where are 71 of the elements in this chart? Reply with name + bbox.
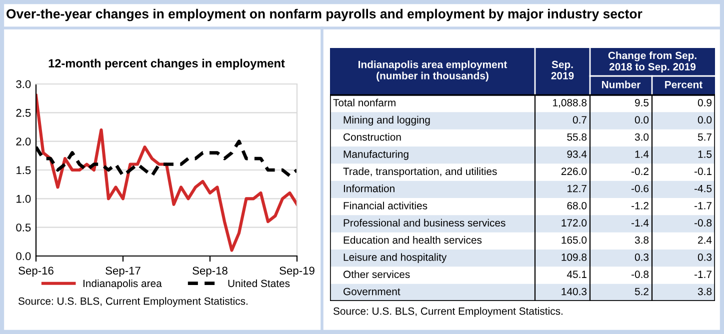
data-label: -1.7 bbox=[694, 270, 712, 278]
data-label: -1.7 bbox=[694, 202, 712, 210]
data-label: -0.8 bbox=[632, 270, 649, 278]
data-label: 3.8 bbox=[698, 288, 712, 296]
chart-subtitle: 12-month percent changes in employment bbox=[48, 58, 285, 70]
x-tick-label: Sep-18 bbox=[192, 266, 228, 277]
text: Change from Sep. 2018 to Sep. 2019 bbox=[608, 52, 696, 72]
legend-label: Indianapolis area bbox=[84, 279, 162, 290]
data-label: -4.5 bbox=[694, 184, 712, 192]
x-tick-label: Sep-17 bbox=[106, 266, 140, 277]
text: Indianapolis area employment (number in thousands) bbox=[358, 60, 508, 82]
category-label: Professional and business services bbox=[344, 218, 506, 227]
data-label: 0.9 bbox=[698, 99, 712, 106]
data-label: 0.3 bbox=[634, 254, 649, 261]
category-label: Other services bbox=[343, 270, 410, 278]
data-label: 0.0 bbox=[698, 116, 712, 124]
data-label: 0.3 bbox=[698, 254, 712, 261]
data-label: 1.5 bbox=[698, 150, 712, 158]
category-label: Manufacturing bbox=[344, 150, 408, 160]
category-label: Financial activities bbox=[344, 202, 428, 210]
data-label: 1.4 bbox=[635, 150, 649, 158]
data-label: 55.8 bbox=[567, 133, 587, 141]
y-tick-label: 2.0 bbox=[16, 138, 31, 146]
category-label: Information bbox=[344, 184, 394, 192]
text: Sep. 2019 bbox=[551, 60, 574, 80]
category-label: Education and health services bbox=[344, 236, 482, 244]
category-label: Leisure and hospitality bbox=[344, 253, 447, 263]
y-tick-label: 2.5 bbox=[16, 108, 31, 117]
category-label: Total nonfarm bbox=[333, 98, 396, 106]
y-tick-label: 0.5 bbox=[16, 224, 31, 232]
line-series bbox=[36, 94, 297, 252]
data-label: -0.1 bbox=[694, 168, 712, 176]
y-tick-label: 1.5 bbox=[16, 166, 31, 174]
data-label: -0.6 bbox=[632, 184, 649, 192]
data-label: 68.0 bbox=[567, 202, 587, 210]
y-tick-label: 1.0 bbox=[16, 194, 31, 203]
text: Percent bbox=[665, 81, 702, 88]
data-label: 93.4 bbox=[567, 150, 587, 158]
data-label: 5.7 bbox=[698, 133, 712, 141]
category-label: Construction bbox=[344, 133, 401, 141]
data-label: 2.4 bbox=[698, 236, 712, 244]
legend-label: United States bbox=[228, 279, 290, 288]
data-label: -0.8 bbox=[694, 219, 712, 227]
data-label: 0.0 bbox=[634, 116, 649, 124]
x-tick-label: Sep-19 bbox=[280, 266, 314, 277]
category-label: Government bbox=[344, 288, 400, 296]
source-note: Source: U.S. BLS, Current Employment Statistics. bbox=[333, 307, 562, 317]
y-tick-label: 0.0 bbox=[16, 252, 31, 260]
data-label: 3.0 bbox=[634, 133, 649, 141]
data-label: -0.2 bbox=[632, 168, 648, 176]
data-label: -1.4 bbox=[632, 219, 649, 226]
text: Over-the-year changes in employment on nonfarm payrolls and employment by major industry sector bbox=[6, 8, 642, 22]
data-label: 5.2 bbox=[634, 288, 648, 296]
data-label: 0.7 bbox=[572, 116, 586, 124]
source-note: Source: U.S. BLS, Current Employment Statistics. bbox=[18, 297, 248, 307]
data-label: 165.0 bbox=[562, 236, 587, 244]
data-label: 140.3 bbox=[562, 288, 587, 296]
text: Number bbox=[602, 80, 641, 88]
y-tick-label: 3.0 bbox=[16, 80, 31, 88]
data-label: 172.0 bbox=[562, 219, 587, 227]
data-label: 109.8 bbox=[562, 254, 587, 261]
data-label: 226.0 bbox=[561, 168, 587, 176]
category-label: Mining and logging bbox=[344, 116, 430, 126]
data-label: 1,088.8 bbox=[553, 99, 587, 108]
category-label: Trade, transportation, and utilities bbox=[343, 167, 497, 178]
data-label: 9.5 bbox=[635, 99, 649, 106]
data-label: 3.8 bbox=[634, 236, 649, 244]
data-label: -1.2 bbox=[632, 202, 648, 210]
data-label: 45.1 bbox=[566, 270, 586, 278]
data-label: 12.7 bbox=[568, 184, 586, 192]
x-tick-label: Sep-16 bbox=[18, 266, 54, 277]
